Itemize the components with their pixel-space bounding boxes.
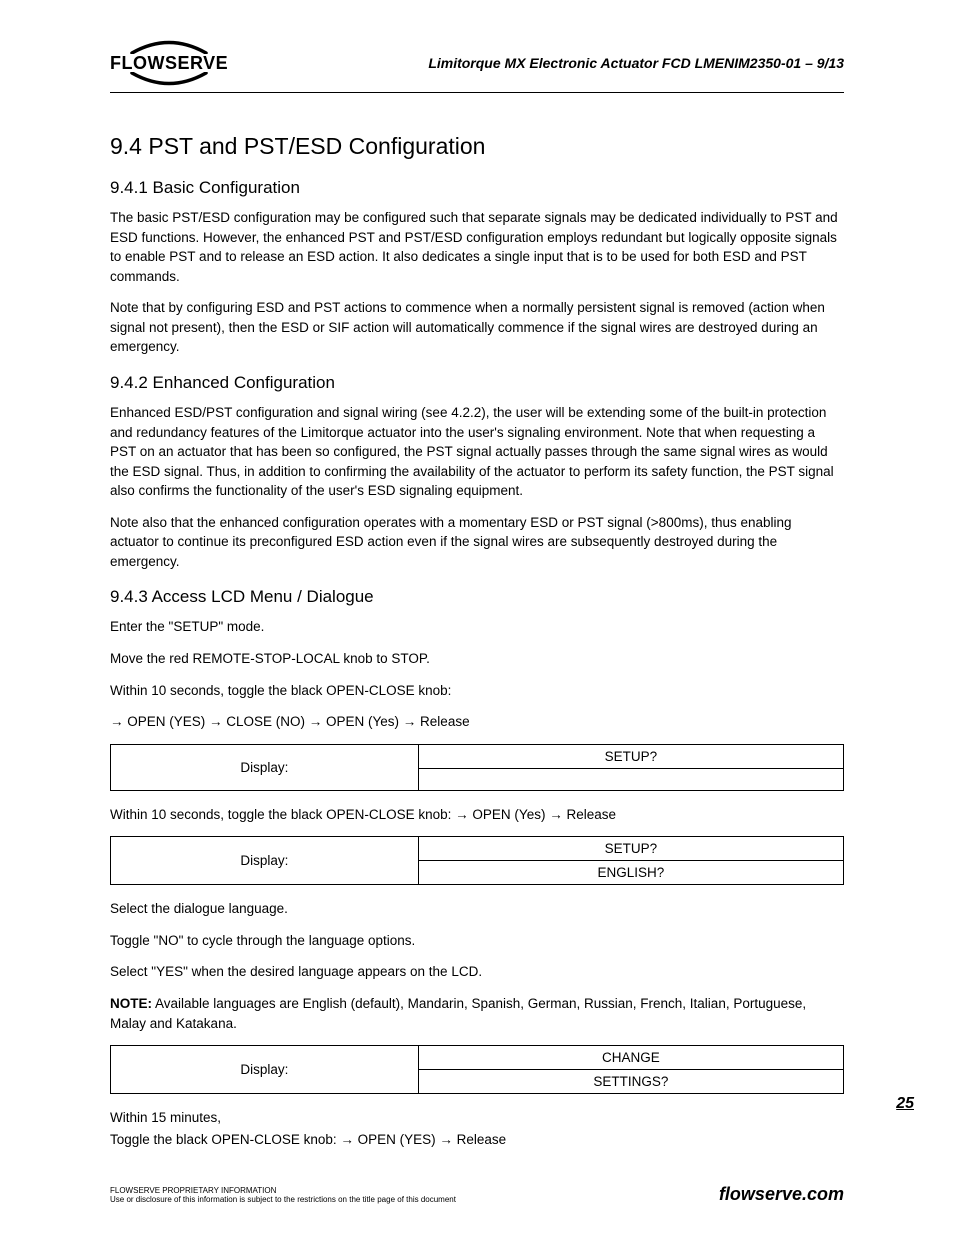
- table-cell: SETUP?: [418, 837, 843, 861]
- table-cell: SETUP?: [418, 744, 843, 768]
- page-footer: FLOWSERVE PROPRIETARY INFORMATION Use or…: [110, 1184, 844, 1205]
- body-paragraph: Note also that the enhanced configuratio…: [110, 513, 844, 572]
- body-paragraph: The basic PST/ESD configuration may be c…: [110, 208, 844, 286]
- body-paragraph: Move the red REMOTE-STOP-LOCAL knob to S…: [110, 649, 844, 669]
- footer-site: flowserve.com: [719, 1184, 844, 1205]
- body-paragraph: Enhanced ESD/PST configuration and signa…: [110, 403, 844, 501]
- note-text: Available languages are English (default…: [110, 996, 806, 1031]
- logo-text: FLOWSERVE: [110, 54, 228, 72]
- subsection-heading: 9.4.2 Enhanced Configuration: [110, 373, 844, 393]
- logo-arc-top-icon: [124, 40, 214, 54]
- lcd-display-table: Display: CHANGE SETTINGS?: [110, 1045, 844, 1094]
- body-paragraph: Within 10 seconds, toggle the black OPEN…: [110, 805, 844, 825]
- table-cell-label: Display:: [111, 837, 419, 885]
- lcd-display-table: Display: SETUP?: [110, 744, 844, 791]
- section-title: 9.4 PST and PST/ESD Configuration: [110, 133, 844, 160]
- lcd-display-table: Display: SETUP? ENGLISH?: [110, 836, 844, 885]
- table-cell-label: Display:: [111, 744, 419, 790]
- page-number: 25: [896, 1095, 914, 1113]
- body-paragraph: Select "YES" when the desired language a…: [110, 962, 844, 982]
- body-paragraph: Toggle the black OPEN-CLOSE knob: → OPEN…: [110, 1130, 844, 1150]
- table-cell-label: Display:: [111, 1046, 419, 1094]
- footer-proprietary: FLOWSERVE PROPRIETARY INFORMATION Use or…: [110, 1186, 456, 1205]
- table-cell: ENGLISH?: [418, 861, 843, 885]
- document-title: Limitorque MX Electronic Actuator FCD LM…: [428, 55, 844, 71]
- table-cell: CHANGE: [418, 1046, 843, 1070]
- note-paragraph: NOTE: Available languages are English (d…: [110, 994, 844, 1033]
- body-paragraph: Enter the "SETUP" mode.: [110, 617, 844, 637]
- footer-line: FLOWSERVE PROPRIETARY INFORMATION: [110, 1186, 456, 1196]
- footer-line: Use or disclosure of this information is…: [110, 1195, 456, 1205]
- subsection-heading: 9.4.3 Access LCD Menu / Dialogue: [110, 587, 844, 607]
- note-label: NOTE:: [110, 996, 152, 1011]
- flowserve-logo: FLOWSERVE: [110, 40, 228, 86]
- body-paragraph: Within 10 seconds, toggle the black OPEN…: [110, 681, 844, 701]
- page-header: FLOWSERVE Limitorque MX Electronic Actua…: [110, 40, 844, 93]
- table-cell: SETTINGS?: [418, 1070, 843, 1094]
- table-cell: [418, 768, 843, 790]
- body-paragraph: Within 15 minutes,: [110, 1108, 844, 1128]
- body-paragraph: Toggle "NO" to cycle through the languag…: [110, 931, 844, 951]
- subsection-heading: 9.4.1 Basic Configuration: [110, 178, 844, 198]
- logo-arc-bottom-icon: [124, 72, 214, 86]
- body-paragraph: Select the dialogue language.: [110, 899, 844, 919]
- body-paragraph: → OPEN (YES) → CLOSE (NO) → OPEN (Yes) →…: [110, 712, 844, 732]
- body-paragraph: Note that by configuring ESD and PST act…: [110, 298, 844, 357]
